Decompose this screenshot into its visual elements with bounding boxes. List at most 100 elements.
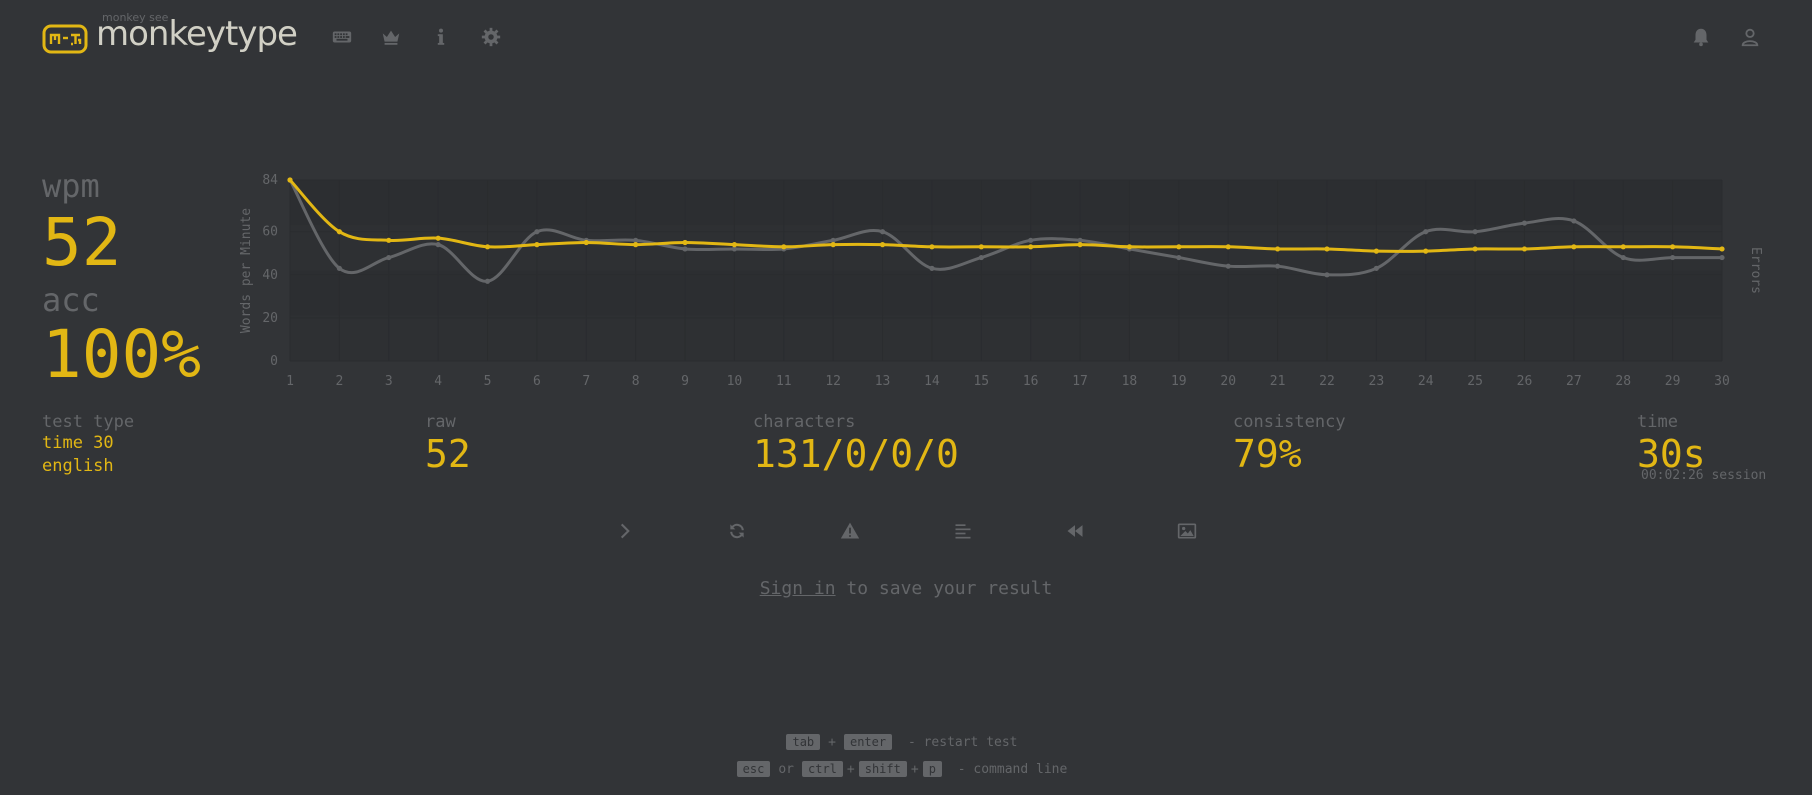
test-type-language[interactable]: english	[42, 456, 114, 476]
ctrl-key: ctrl	[802, 761, 843, 777]
logo[interactable]: monkey see monkeytype	[42, 11, 298, 54]
characters-label: characters	[753, 412, 856, 432]
restart-hint-text: - restart test	[907, 735, 1018, 750]
next-test-button[interactable]	[608, 518, 642, 544]
x-tick-label: 16	[1023, 374, 1039, 389]
data-point-wpm	[1719, 246, 1725, 252]
data-point-wpm	[879, 242, 886, 248]
user-icon[interactable]	[1737, 24, 1763, 50]
x-tick-label: 12	[825, 374, 841, 389]
gear-icon[interactable]	[478, 24, 504, 50]
data-point-wpm	[583, 239, 589, 246]
data-point-raw	[1176, 254, 1182, 261]
x-tick-label: 28	[1615, 374, 1631, 389]
consistency-label: consistency	[1233, 412, 1346, 432]
x-tick-label: 20	[1220, 374, 1236, 389]
data-point-wpm	[1176, 244, 1182, 250]
words-history-button[interactable]	[946, 518, 980, 544]
data-point-wpm	[484, 244, 491, 250]
test-type-label: test type	[42, 412, 135, 432]
keyboard-icon[interactable]	[329, 24, 355, 50]
bell-icon[interactable]	[1688, 24, 1714, 50]
signin-link[interactable]: Sign in	[759, 578, 836, 599]
x-tick-label: 30	[1714, 374, 1730, 389]
consistency-value[interactable]: 79%	[1233, 432, 1302, 476]
x-tick-label: 19	[1171, 374, 1187, 389]
acc-value[interactable]: 100%	[42, 316, 201, 393]
x-tick-label: 26	[1517, 374, 1533, 389]
logo-text: monkeytype	[96, 14, 298, 54]
y-tick-label: 84	[262, 173, 278, 188]
x-tick-label: 27	[1566, 374, 1582, 389]
raw-stat: raw 52	[425, 412, 471, 476]
data-point-wpm	[336, 229, 342, 235]
crown-icon[interactable]	[378, 24, 404, 50]
data-point-wpm	[1423, 248, 1429, 254]
data-point-wpm	[978, 244, 984, 250]
signin-text: to save your result	[835, 578, 1053, 599]
logo-icon	[42, 24, 88, 54]
restart-shortcut-hint: tab + enter - restart test	[0, 734, 1812, 750]
screenshot-button[interactable]	[1170, 518, 1204, 544]
time-stat: time 30s	[1637, 412, 1706, 476]
characters-value[interactable]: 131/0/0/0	[753, 432, 959, 476]
plus-sign: +	[910, 762, 919, 777]
or-text: or	[778, 762, 794, 777]
data-point-raw	[1373, 265, 1379, 271]
x-tick-label: 5	[484, 374, 492, 389]
x-tick-label: 10	[727, 374, 743, 389]
data-point-wpm	[682, 239, 688, 246]
data-point-raw	[929, 265, 935, 271]
acc-label: acc	[42, 281, 100, 319]
wpm-value[interactable]: 52	[42, 204, 122, 281]
data-point-raw	[1028, 237, 1034, 243]
data-point-wpm	[1521, 246, 1528, 252]
data-point-wpm	[534, 242, 540, 248]
time-value[interactable]: 30s	[1637, 432, 1706, 476]
plus-sign: +	[846, 762, 855, 777]
test-type-mode[interactable]: time 30	[42, 433, 114, 453]
enter-key: enter	[843, 734, 893, 750]
shift-key: shift	[858, 761, 907, 777]
data-point-wpm	[1028, 244, 1034, 250]
data-point-raw	[1225, 263, 1231, 269]
data-point-wpm	[1225, 244, 1231, 250]
restart-button[interactable]	[720, 518, 754, 544]
data-point-wpm	[929, 244, 935, 250]
x-tick-label: 7	[582, 374, 590, 389]
x-tick-label: 13	[875, 374, 891, 389]
data-point-raw	[336, 265, 342, 271]
characters-stat: characters 131/0/0/0	[753, 412, 959, 476]
data-point-raw	[682, 246, 688, 252]
data-point-wpm	[1077, 242, 1083, 248]
y-tick-label: 60	[262, 225, 278, 240]
x-tick-label: 8	[632, 374, 640, 389]
x-tick-label: 22	[1319, 374, 1335, 389]
chart-band	[290, 270, 1722, 316]
x-tick-label: 23	[1369, 374, 1385, 389]
data-point-raw	[435, 242, 441, 248]
backward-icon	[1067, 525, 1083, 537]
replay-button[interactable]	[1058, 518, 1092, 544]
data-point-raw	[731, 246, 738, 252]
data-point-wpm	[1670, 244, 1676, 250]
y2-axis-label: Errors	[1748, 247, 1763, 294]
info-icon[interactable]	[428, 24, 454, 50]
x-tick-label: 24	[1418, 374, 1434, 389]
y-tick-label: 0	[270, 354, 278, 369]
top-bar: monkey see monkeytype	[0, 0, 1812, 80]
data-point-raw	[1521, 220, 1528, 226]
raw-value[interactable]: 52	[425, 432, 471, 476]
y-tick-label: 40	[262, 268, 278, 283]
consistency-stat: consistency 79%	[1233, 412, 1346, 476]
data-point-raw	[1274, 263, 1281, 269]
data-point-raw	[534, 229, 540, 235]
data-point-wpm	[287, 177, 293, 183]
data-point-raw	[1620, 254, 1626, 261]
report-button[interactable]	[833, 518, 867, 544]
x-tick-label: 4	[434, 374, 442, 389]
command-hint-text: - command line	[957, 762, 1068, 777]
data-point-wpm	[781, 244, 787, 250]
data-point-raw	[1324, 272, 1330, 278]
